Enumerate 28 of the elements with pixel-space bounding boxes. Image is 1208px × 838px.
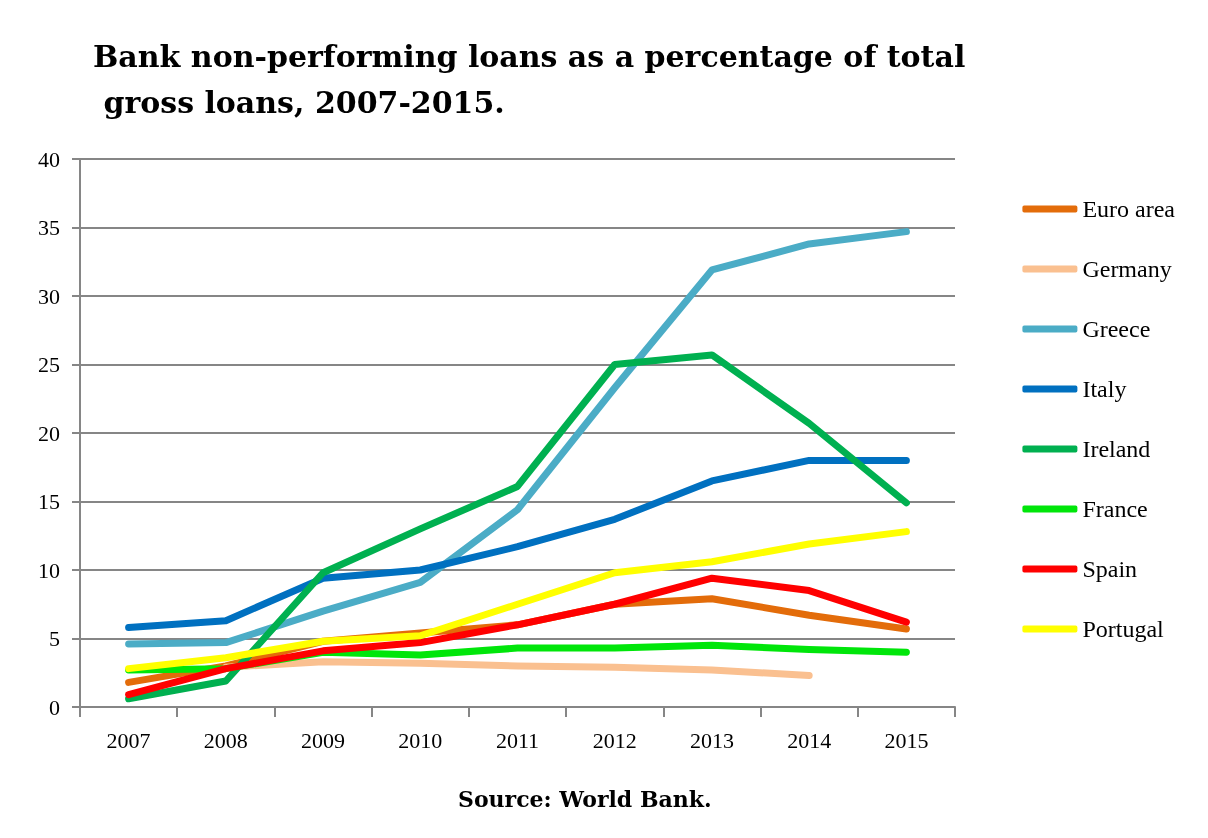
x-tick-label: 2012 [592,727,637,753]
legend-label: Ireland [1082,436,1151,462]
y-tick-label: 10 [38,557,60,583]
y-tick-label: 35 [38,215,60,240]
x-tick-label: 2011 [495,727,540,753]
x-tick-label: 2010 [398,727,443,753]
x-tick-label: 2009 [301,727,346,753]
y-tick-label: 15 [38,489,60,514]
legend-label: Portugal [1082,616,1165,642]
y-tick-label: 0 [49,694,60,720]
legend-label: Greece [1082,316,1151,342]
legend-label: Italy [1082,376,1127,402]
y-tick-label: 30 [38,283,60,309]
legend-label: Spain [1082,556,1138,582]
x-tick-label: 2015 [884,727,929,753]
legend-label: Euro area [1082,196,1176,222]
y-tick-label: 5 [49,626,60,651]
y-tick-label: 20 [38,420,60,446]
source-note: Source: World Bank. [458,786,712,812]
legend-label: Germany [1082,256,1172,282]
x-tick-label: 2008 [203,727,248,753]
y-tick-label: 40 [38,146,60,172]
y-tick-label: 25 [38,352,60,377]
x-tick-label: 2013 [689,727,734,753]
x-tick-label: 2014 [787,727,832,753]
x-tick-label: 2007 [106,727,151,753]
legend-label: France [1082,496,1148,522]
chart-title: Bank non-performing loans as a percentage of total gross loans, 2007-2015. [93,38,966,120]
